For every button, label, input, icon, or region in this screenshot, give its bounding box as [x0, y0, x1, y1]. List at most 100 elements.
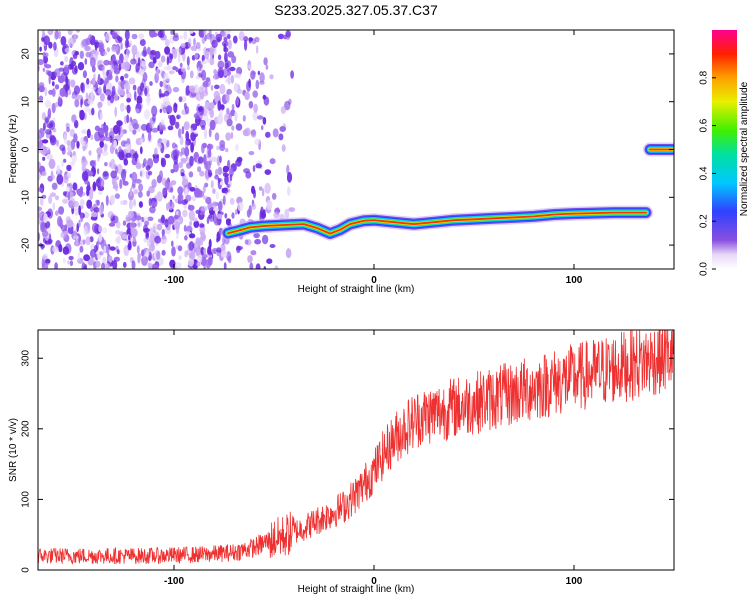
noise-blob: [226, 107, 230, 115]
noise-blob: [96, 199, 100, 206]
noise-blob: [74, 98, 80, 108]
noise-blob: [231, 103, 235, 111]
noise-blob: [66, 219, 74, 228]
noise-blob: [77, 61, 85, 71]
noise-blob: [113, 64, 118, 73]
noise-blob: [131, 180, 136, 188]
noise-blob: [51, 81, 55, 87]
noise-blob: [233, 82, 239, 92]
noise-blob: [53, 41, 57, 51]
noise-blob: [189, 155, 194, 167]
snr-ytick-label: 100: [21, 491, 32, 508]
noise-blob: [199, 170, 205, 177]
noise-blob: [47, 113, 51, 121]
noise-blob: [97, 127, 105, 138]
noise-blob: [122, 175, 126, 184]
noise-blob: [246, 80, 251, 92]
colorbar-tick-label: 0.6: [699, 118, 710, 132]
noise-blob: [199, 119, 206, 128]
noise-blob: [145, 165, 151, 171]
noise-blob: [126, 114, 130, 124]
noise-blob: [131, 118, 138, 127]
noise-blob: [57, 96, 62, 105]
noise-blob: [96, 147, 103, 155]
noise-blob: [171, 142, 177, 149]
noise-blob: [65, 75, 69, 86]
noise-blob: [261, 188, 265, 197]
noise-blob: [104, 89, 112, 96]
noise-blob: [111, 45, 118, 53]
noise-blob: [73, 85, 81, 95]
noise-blob: [243, 36, 249, 42]
noise-blob: [148, 185, 155, 194]
noise-blob: [151, 105, 158, 117]
noise-blob: [134, 150, 138, 162]
noise-blob: [120, 106, 125, 111]
noise-blob: [193, 220, 200, 228]
noise-blob: [188, 210, 195, 221]
noise-blob: [211, 39, 218, 49]
noise-blob: [54, 101, 59, 108]
noise-blob: [48, 74, 51, 85]
noise-blob: [144, 109, 150, 120]
noise-blob: [161, 249, 166, 256]
noise-speckle: [38, 30, 296, 269]
noise-blob: [74, 207, 79, 216]
noise-blob: [234, 73, 241, 79]
noise-blob: [152, 154, 160, 164]
noise-blob: [210, 84, 214, 91]
noise-blob: [62, 198, 69, 204]
noise-blob: [131, 44, 138, 56]
noise-blob: [244, 239, 249, 245]
noise-blob: [163, 90, 170, 97]
noise-blob: [188, 241, 195, 251]
noise-blob: [172, 195, 175, 200]
noise-blob: [140, 123, 148, 131]
noise-blob: [248, 101, 254, 109]
noise-blob: [47, 30, 54, 36]
noise-blob: [54, 84, 60, 90]
noise-blob: [164, 46, 171, 55]
noise-blob: [180, 43, 186, 48]
colorbar-label: Normalized spectral amplitude: [739, 81, 750, 216]
noise-blob: [211, 156, 218, 163]
noise-blob: [255, 163, 262, 169]
noise-blob: [92, 181, 97, 192]
noise-blob: [45, 129, 52, 135]
noise-blob: [168, 114, 172, 120]
noise-blob: [266, 258, 273, 265]
noise-blob: [194, 111, 201, 120]
noise-blob: [107, 95, 111, 101]
noise-blob: [48, 89, 54, 95]
noise-blob: [208, 127, 212, 138]
noise-blob: [205, 77, 211, 83]
noise-blob: [198, 86, 204, 95]
noise-blob: [254, 138, 261, 146]
noise-blob: [70, 79, 76, 88]
noise-blob: [42, 67, 46, 72]
noise-blob: [252, 71, 256, 76]
noise-blob: [79, 50, 85, 59]
noise-blob: [124, 30, 130, 41]
noise-blob: [112, 259, 118, 269]
noise-blob: [209, 108, 215, 119]
noise-blob: [177, 128, 182, 139]
noise-blob: [256, 45, 259, 54]
noise-blob: [115, 75, 119, 83]
noise-blob: [138, 183, 144, 192]
noise-blob: [190, 45, 198, 51]
noise-blob: [114, 193, 120, 200]
noise-blob: [72, 53, 78, 60]
noise-blob: [236, 96, 239, 106]
noise-blob: [105, 195, 109, 206]
noise-blob: [188, 233, 196, 239]
noise-blob: [223, 262, 227, 269]
noise-blob: [176, 48, 180, 53]
noise-blob: [53, 30, 59, 40]
noise-blob: [172, 86, 180, 93]
noise-blob: [76, 222, 79, 233]
noise-blob: [66, 151, 72, 156]
noise-blob: [149, 50, 155, 60]
noise-blob: [168, 70, 175, 75]
noise-blob: [255, 263, 261, 269]
